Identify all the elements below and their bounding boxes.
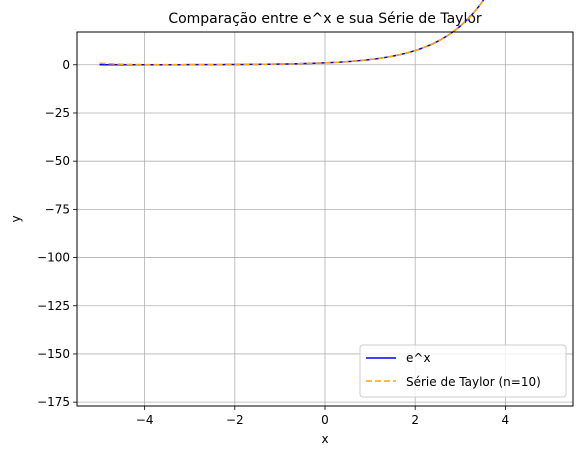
y-tick-label: 0	[62, 58, 70, 72]
y-tick-label: −75	[45, 202, 70, 216]
y-tick-label: −50	[45, 154, 70, 168]
chart-title: Comparação entre e^x e sua Série de Tayl…	[168, 11, 482, 27]
y-tick-label: −150	[37, 347, 70, 361]
x-tick-label: 4	[502, 413, 510, 427]
y-tick-label: −25	[45, 106, 70, 120]
y-tick-label: −100	[37, 251, 70, 265]
series-line-taylor	[99, 0, 485, 66]
y-axis-label: y	[9, 215, 23, 222]
x-tick-label: −2	[226, 413, 244, 427]
axis-ticks: −4 −2 0 2 4 0 −25 −50 −75 −100 −125 −150 −175	[37, 58, 509, 427]
grid	[77, 32, 573, 406]
legend: e^x Série de Taylor (n=10)	[359, 344, 567, 398]
y-tick-label: −125	[37, 299, 70, 313]
y-tick-label: −175	[37, 395, 70, 409]
legend-label-exp: e^x	[406, 351, 431, 365]
x-axis-label: x	[321, 432, 328, 446]
x-tick-label: −4	[136, 413, 154, 427]
legend-box	[359, 344, 567, 398]
x-tick-label: 0	[321, 413, 329, 427]
legend-label-taylor: Série de Taylor (n=10)	[406, 375, 541, 389]
plot-lines	[99, 0, 485, 66]
x-tick-label: 2	[411, 413, 419, 427]
